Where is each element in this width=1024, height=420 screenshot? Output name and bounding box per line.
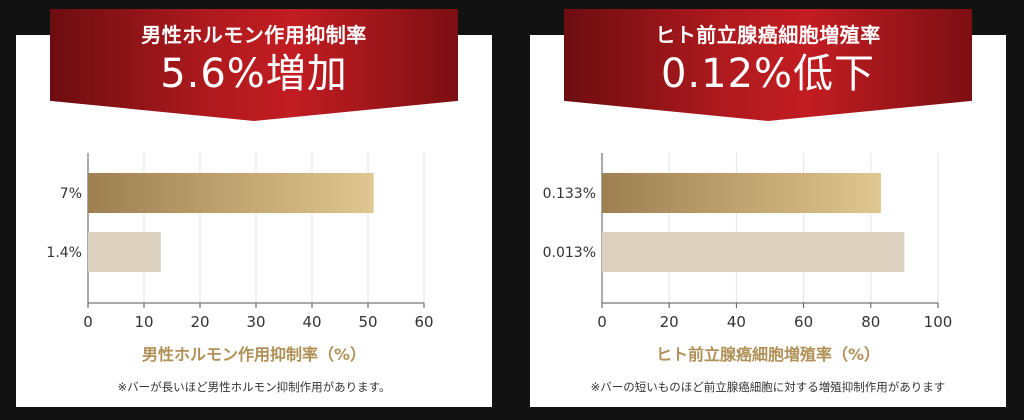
x-tick-label: 80 bbox=[861, 313, 880, 331]
headline-ribbon: ヒト前立腺癌細胞増殖率 0.12%低下 bbox=[564, 9, 972, 121]
x-tick-label: 60 bbox=[414, 313, 433, 331]
x-tick-label: 0 bbox=[597, 313, 607, 331]
category-label: 0.013% bbox=[543, 245, 596, 261]
chart-footnote: ※バーが長いほど男性ホルモン抑制作用があります。 bbox=[117, 380, 391, 394]
bar-2 bbox=[88, 232, 161, 272]
x-tick-label: 10 bbox=[134, 313, 153, 331]
x-tick-label: 100 bbox=[924, 313, 953, 331]
category-label: 7% bbox=[60, 186, 82, 202]
bar-1 bbox=[602, 173, 881, 213]
category-label: 1.4% bbox=[46, 245, 82, 261]
chart-panel-hormone: 男性ホルモン作用抑制率 5.6%増加 0 10 20 30 40 50 60 7% 1.4% 男… bbox=[16, 9, 492, 407]
chart-footnote: ※バーの短いものほど前立腺癌細胞に対する増殖抑制作用があります bbox=[590, 380, 946, 394]
x-axis-title: 男性ホルモン作用抑制率（%） bbox=[141, 345, 367, 364]
chart-title: 5.6%増加 bbox=[160, 51, 348, 97]
x-tick-label: 20 bbox=[190, 313, 209, 331]
bar-chart-plot: 0 20 40 60 80 100 0.133% 0.013% bbox=[543, 153, 953, 331]
x-tick-label: 60 bbox=[794, 313, 813, 331]
chart-panel-prostate: ヒト前立腺癌細胞増殖率 0.12%低下 0 20 40 60 80 100 0.133% 0.… bbox=[530, 9, 1006, 407]
chart-subtitle: ヒト前立腺癌細胞増殖率 bbox=[655, 23, 881, 47]
x-tick-label: 50 bbox=[358, 313, 377, 331]
x-tick-label: 40 bbox=[302, 313, 321, 331]
x-tick-label: 40 bbox=[727, 313, 746, 331]
category-label: 0.133% bbox=[543, 186, 596, 202]
chart-subtitle: 男性ホルモン作用抑制率 bbox=[141, 23, 367, 47]
bar-chart-plot: 0 10 20 30 40 50 60 7% 1.4% bbox=[46, 153, 434, 331]
x-tick-label: 30 bbox=[246, 313, 265, 331]
x-tick-label: 20 bbox=[660, 313, 679, 331]
headline-ribbon: 男性ホルモン作用抑制率 5.6%増加 bbox=[50, 9, 458, 121]
x-tick-label: 0 bbox=[83, 313, 93, 331]
bar-1 bbox=[88, 173, 374, 213]
bar-2 bbox=[602, 232, 905, 272]
chart-title: 0.12%低下 bbox=[660, 51, 876, 97]
x-axis-title: ヒト前立腺癌細胞増殖率（%） bbox=[655, 345, 881, 364]
